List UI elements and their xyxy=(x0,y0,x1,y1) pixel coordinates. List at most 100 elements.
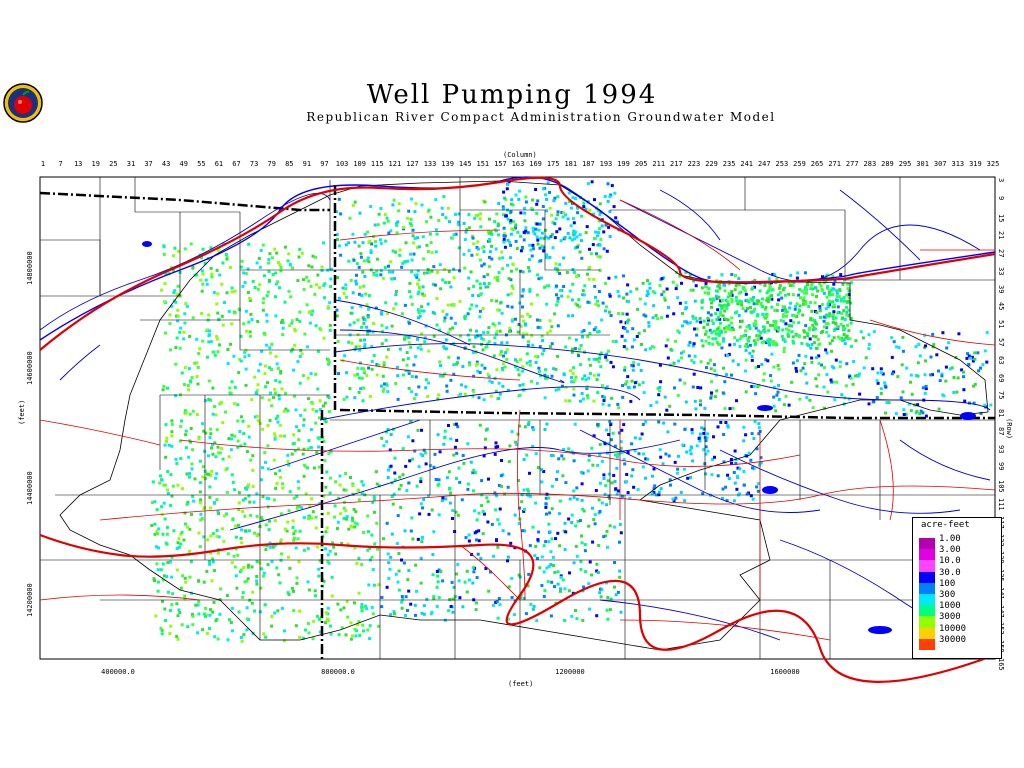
pumping-cell xyxy=(270,560,274,564)
pumping-cell xyxy=(587,321,591,325)
pumping-cell xyxy=(333,504,337,508)
pumping-cell xyxy=(439,287,443,291)
pumping-cell xyxy=(574,302,578,306)
pumping-cell xyxy=(457,223,461,227)
pumping-cell xyxy=(600,318,604,322)
pumping-cell xyxy=(353,546,357,550)
pumping-cell xyxy=(583,549,587,553)
pumping-cell xyxy=(475,334,479,338)
pumping-cell xyxy=(427,208,431,212)
pumping-cell xyxy=(714,294,718,298)
legend-swatch xyxy=(919,593,935,606)
pumping-cell xyxy=(754,366,758,369)
pumping-cell xyxy=(669,363,672,367)
pumping-cell xyxy=(553,236,557,240)
pumping-cell xyxy=(686,476,690,480)
pumping-cell xyxy=(176,292,180,296)
pumping-cell xyxy=(659,380,663,384)
pumping-cell xyxy=(400,265,404,269)
pumping-cell xyxy=(446,206,450,210)
pumping-cell xyxy=(406,357,410,360)
pumping-cell xyxy=(401,261,405,265)
pumping-cell xyxy=(460,383,463,387)
pumping-cell xyxy=(556,531,560,535)
pumping-cell xyxy=(476,369,480,373)
pumping-cell xyxy=(729,321,733,325)
pumping-cell xyxy=(206,538,209,542)
pumping-cell xyxy=(579,344,583,347)
pumping-cell xyxy=(842,296,846,300)
pumping-cell xyxy=(393,471,397,475)
pumping-cell xyxy=(840,311,844,315)
pumping-cell xyxy=(667,454,671,458)
pumping-cell xyxy=(230,322,234,326)
pumping-cell xyxy=(515,360,519,363)
pumping-cell xyxy=(659,487,663,491)
pumping-cell xyxy=(550,213,554,217)
pumping-cell xyxy=(520,500,524,504)
pumping-cell xyxy=(603,195,607,198)
pumping-cell xyxy=(201,628,205,632)
pumping-cell xyxy=(782,338,786,342)
pumping-cell xyxy=(295,507,299,511)
pumping-cell xyxy=(509,219,513,223)
pumping-cell xyxy=(734,284,738,288)
pumping-cell xyxy=(330,267,333,271)
pumping-cell xyxy=(631,468,635,472)
pumping-cell xyxy=(534,188,538,191)
pumping-cell xyxy=(535,222,539,226)
pumping-cell xyxy=(500,459,503,462)
pumping-cell xyxy=(453,445,457,449)
pumping-cell xyxy=(683,499,687,503)
pumping-cell xyxy=(190,467,194,471)
pumping-cell xyxy=(233,385,237,389)
pumping-cell xyxy=(208,485,212,489)
pumping-cell xyxy=(394,572,398,576)
pumping-cell xyxy=(546,181,550,185)
pumping-cell xyxy=(633,381,637,385)
pumping-cell xyxy=(497,381,501,385)
pumping-cell xyxy=(260,567,264,571)
pumping-cell xyxy=(660,293,664,297)
pumping-cell xyxy=(759,456,763,460)
pumping-cell xyxy=(544,193,548,197)
pumping-cell xyxy=(425,220,428,224)
pumping-cell xyxy=(967,363,971,367)
pumping-cell xyxy=(488,379,492,383)
pumping-cell xyxy=(338,483,342,487)
pumping-cell xyxy=(581,507,585,511)
pumping-cell xyxy=(421,454,425,458)
pumping-cell xyxy=(285,529,289,533)
pumping-cell xyxy=(707,287,711,291)
pumping-cell xyxy=(548,345,552,349)
pumping-cell xyxy=(514,365,518,369)
pumping-cell xyxy=(405,489,409,492)
pumping-cell xyxy=(273,519,277,523)
pumping-cell xyxy=(472,350,475,354)
pumping-cell xyxy=(590,446,594,450)
pumping-cell xyxy=(658,363,662,367)
pumping-cell xyxy=(506,559,509,563)
pumping-cell xyxy=(318,408,322,412)
pumping-cell xyxy=(409,197,413,201)
pumping-cell xyxy=(362,367,365,371)
pumping-cell xyxy=(788,284,792,287)
pumping-cell xyxy=(642,313,646,317)
pumping-cell xyxy=(402,561,406,565)
pumping-cell xyxy=(791,361,795,365)
column-number: 61 xyxy=(214,160,224,168)
pumping-cell xyxy=(644,457,648,461)
pumping-cell xyxy=(564,345,568,349)
pumping-cell xyxy=(195,413,199,416)
row-number: 15 xyxy=(997,213,1005,222)
pumping-cell xyxy=(225,257,229,261)
pumping-cell xyxy=(499,353,502,357)
pumping-cell xyxy=(536,238,540,242)
pumping-cell xyxy=(411,439,415,443)
pumping-cell xyxy=(462,461,466,465)
pumping-cell xyxy=(162,300,166,304)
pumping-cell xyxy=(335,314,339,318)
pumping-cell xyxy=(587,524,591,528)
pumping-cell xyxy=(784,310,788,314)
pumping-cell xyxy=(732,499,736,503)
